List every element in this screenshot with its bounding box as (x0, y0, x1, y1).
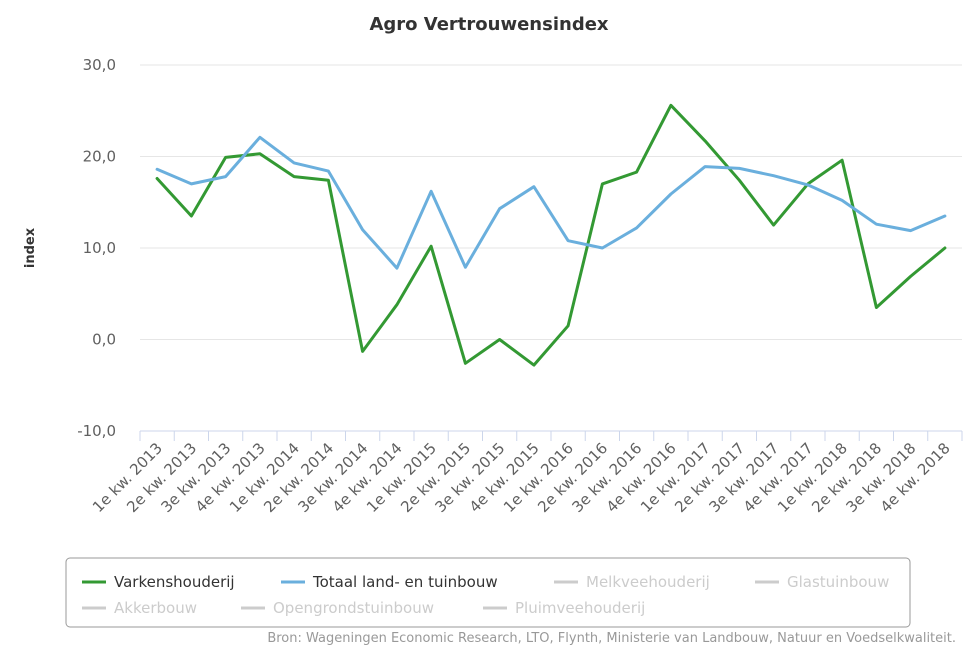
data-point[interactable] (325, 168, 331, 174)
source-credit: Bron: Wageningen Economic Research, LTO,… (267, 631, 956, 646)
data-point[interactable] (634, 169, 640, 175)
legend-label: Akkerbouw (114, 599, 197, 617)
legend-item[interactable]: Varkenshouderij (82, 573, 235, 591)
data-point[interactable] (531, 362, 537, 368)
legend-item[interactable]: Glastuinbouw (755, 573, 889, 591)
data-point[interactable] (702, 138, 708, 144)
data-point[interactable] (736, 177, 742, 183)
legend-item[interactable]: Melkveehouderij (554, 573, 710, 591)
data-point[interactable] (497, 337, 503, 343)
y-tick-label: 30,0 (83, 56, 116, 74)
legend-label: Pluimveehouderij (515, 599, 645, 617)
legend: Varkenshouderij Totaal land- en tuinbouw M… (82, 573, 889, 617)
data-point[interactable] (565, 323, 571, 329)
legend-item[interactable]: Akkerbouw (82, 599, 197, 617)
data-point[interactable] (188, 181, 194, 187)
data-point[interactable] (599, 181, 605, 187)
data-point[interactable] (394, 265, 400, 271)
y-tick-labels: 30,0 20,0 10,0 0,0 -10,0 (77, 56, 116, 440)
data-point[interactable] (771, 222, 777, 228)
legend-label: Opengrondstuinbouw (273, 599, 434, 617)
data-point[interactable] (462, 360, 468, 366)
data-point[interactable] (428, 188, 434, 194)
series-lines (154, 102, 948, 368)
data-point[interactable] (873, 221, 879, 227)
data-point[interactable] (565, 238, 571, 244)
data-point[interactable] (634, 225, 640, 231)
data-point[interactable] (497, 206, 503, 212)
series-line-0[interactable] (155, 103, 947, 367)
y-tick-label: 20,0 (83, 148, 116, 166)
y-tick-label: 0,0 (92, 331, 116, 349)
data-point[interactable] (154, 175, 160, 181)
data-point[interactable] (257, 151, 263, 157)
data-point[interactable] (908, 228, 914, 234)
data-point[interactable] (736, 165, 742, 171)
data-point[interactable] (462, 264, 468, 270)
data-point[interactable] (942, 245, 948, 251)
data-point[interactable] (291, 174, 297, 180)
legend-label: Varkenshouderij (114, 573, 235, 591)
data-point[interactable] (805, 182, 811, 188)
y-tick-label: 10,0 (83, 239, 116, 257)
data-point[interactable] (428, 243, 434, 249)
legend-item[interactable]: Opengrondstuinbouw (241, 599, 434, 617)
legend-item[interactable]: Pluimveehouderij (483, 599, 645, 617)
data-point[interactable] (908, 273, 914, 279)
data-point[interactable] (531, 184, 537, 190)
y-axis-label: index (23, 227, 38, 268)
data-point[interactable] (223, 174, 229, 180)
data-point[interactable] (325, 177, 331, 183)
chart-title: Agro Vertrouwensindex (369, 14, 608, 35)
data-point[interactable] (394, 302, 400, 308)
legend-label: Totaal land- en tuinbouw (312, 573, 498, 591)
series-line-1[interactable] (155, 135, 947, 270)
data-point[interactable] (291, 160, 297, 166)
data-point[interactable] (360, 227, 366, 233)
data-point[interactable] (839, 157, 845, 163)
data-point[interactable] (154, 166, 160, 172)
legend-label: Melkveehouderij (586, 573, 710, 591)
data-point[interactable] (668, 191, 674, 197)
y-tick-label: -10,0 (77, 422, 116, 440)
legend-item[interactable]: Totaal land- en tuinbouw (281, 573, 498, 591)
data-point[interactable] (839, 197, 845, 203)
legend-label: Glastuinbouw (787, 573, 889, 591)
data-point[interactable] (257, 134, 263, 140)
data-point[interactable] (668, 102, 674, 108)
data-point[interactable] (599, 245, 605, 251)
data-point[interactable] (942, 213, 948, 219)
data-point[interactable] (188, 213, 194, 219)
data-point[interactable] (360, 348, 366, 354)
legend-box (65, 557, 911, 628)
data-point[interactable] (223, 154, 229, 160)
data-point[interactable] (873, 304, 879, 310)
gridlines (140, 64, 962, 432)
data-point[interactable] (702, 164, 708, 170)
data-point[interactable] (771, 173, 777, 179)
